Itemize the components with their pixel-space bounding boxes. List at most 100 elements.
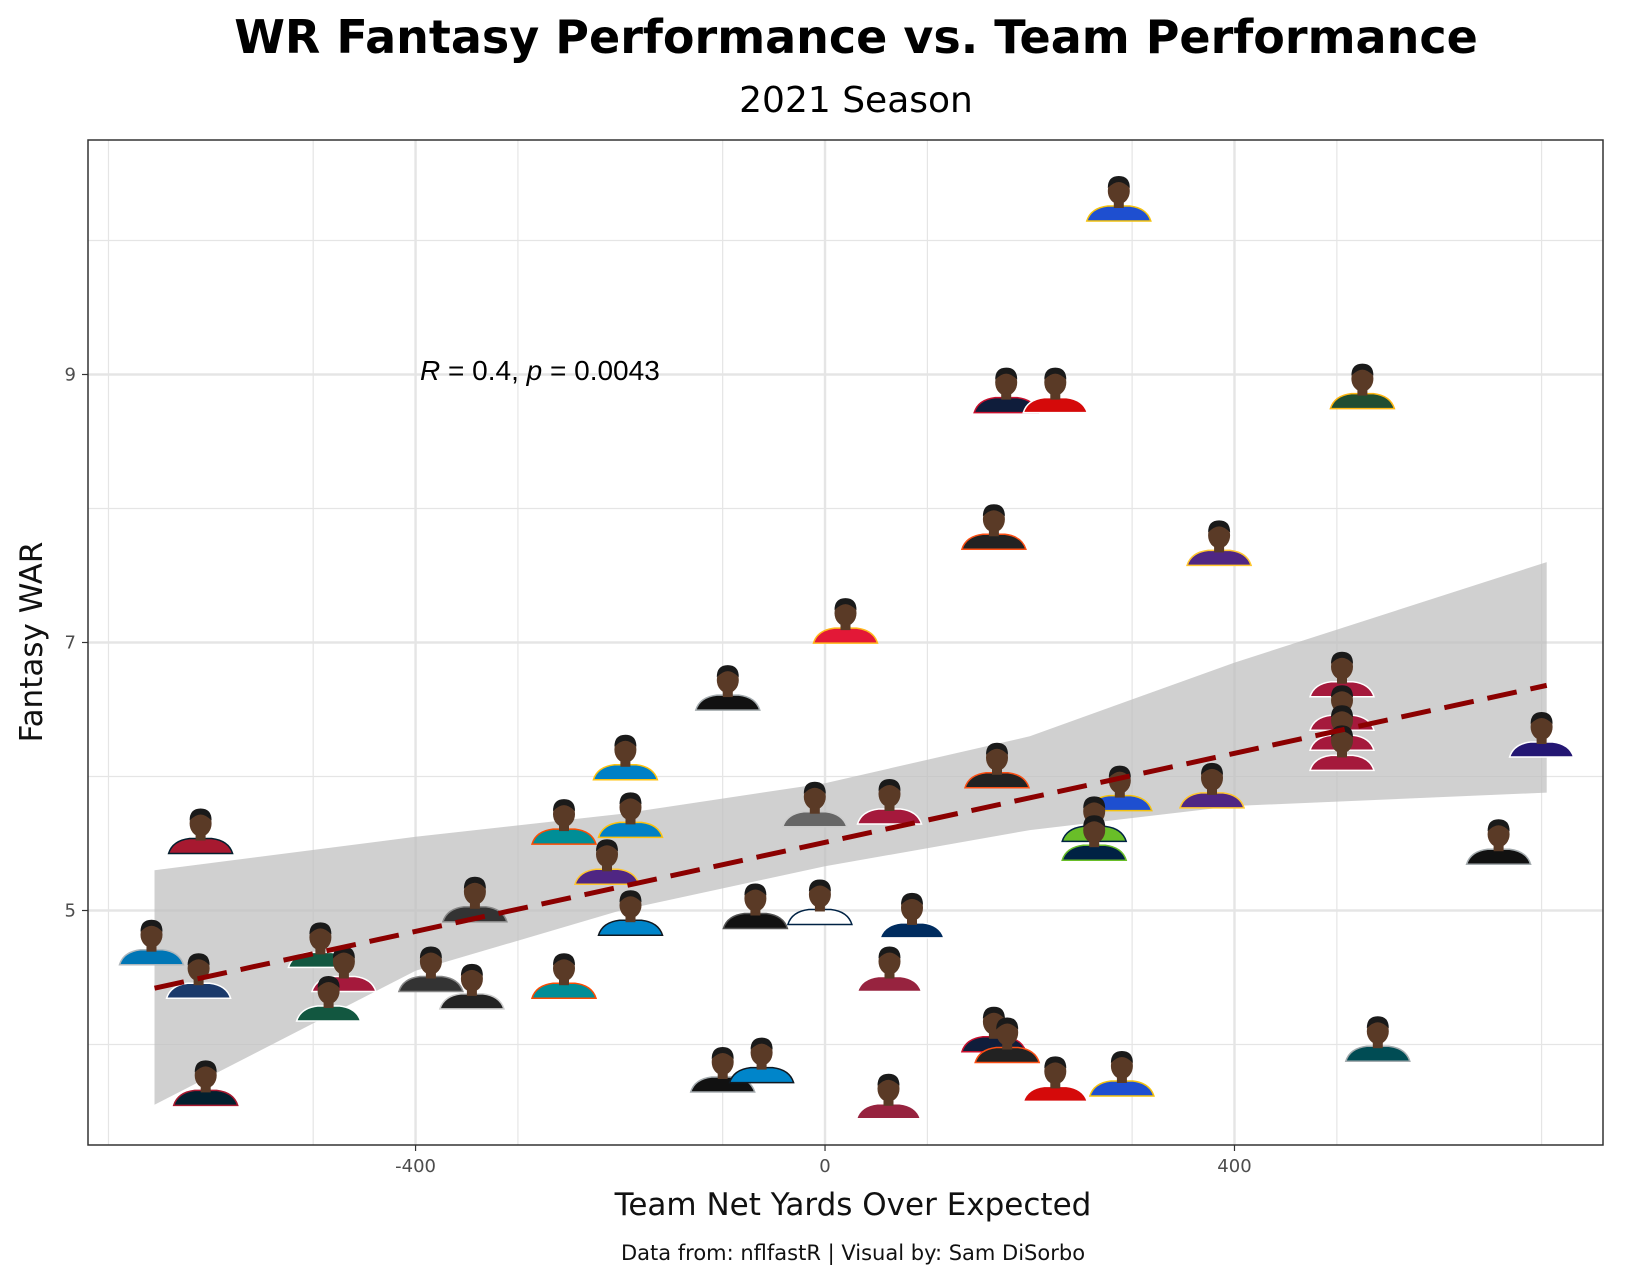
player-neck (1114, 790, 1125, 798)
player-hair (619, 792, 642, 805)
player-neck (883, 1098, 894, 1106)
player-point (1329, 363, 1396, 410)
player-point (172, 1060, 239, 1107)
player-point (295, 976, 362, 1022)
player-jersey (1465, 848, 1532, 865)
y-tick-label: 7 (65, 633, 76, 654)
player-hair (419, 946, 442, 959)
player-head (878, 781, 901, 807)
player-hair (460, 963, 483, 976)
player-point (438, 963, 505, 1010)
player-head (1530, 714, 1553, 740)
player-point (960, 504, 1027, 551)
trend-line (154, 682, 1548, 991)
player-point (856, 946, 923, 993)
player-jersey (878, 922, 946, 939)
player-hair (309, 922, 332, 935)
player-point (722, 883, 789, 930)
player-neck (625, 915, 636, 923)
x-tick-label: 0 (819, 1156, 830, 1177)
data-points (118, 176, 1575, 1120)
player-jersey (1022, 1085, 1089, 1103)
player-hair (878, 779, 901, 791)
player-hair (614, 734, 637, 747)
player-neck (620, 759, 631, 767)
player-head (711, 1049, 734, 1075)
player-neck (988, 529, 999, 537)
player-neck (1002, 1042, 1013, 1050)
player-neck (323, 1001, 334, 1008)
player-head (995, 369, 1018, 396)
player-point (728, 1037, 795, 1084)
player-point (597, 792, 664, 839)
player-point (1022, 367, 1089, 414)
player-hair (1201, 762, 1223, 775)
player-jersey (1088, 1080, 1155, 1097)
player-hair (744, 883, 767, 896)
player-hair (834, 598, 857, 611)
player-jersey (165, 982, 232, 999)
player-neck (1214, 545, 1225, 553)
player-point (530, 799, 598, 845)
player-point (597, 890, 664, 936)
player-point (592, 734, 659, 781)
player-hair (901, 892, 923, 905)
player-point (1085, 176, 1152, 222)
player-point (441, 876, 508, 923)
player-head (986, 744, 1008, 771)
player-jersey (1186, 549, 1253, 567)
player-hair (189, 808, 212, 821)
player-point (1344, 1016, 1411, 1062)
player-head (596, 841, 618, 868)
player-jersey (786, 908, 853, 926)
player-jersey (397, 975, 464, 993)
player-jersey (573, 868, 641, 886)
player-neck (559, 824, 569, 832)
p-value: = 0.0043 (542, 355, 660, 386)
player-head (1083, 817, 1106, 844)
player-hair (1110, 1051, 1133, 1063)
player-head (317, 978, 340, 1004)
player-neck (1050, 392, 1061, 400)
player-point (856, 779, 923, 825)
player-point (855, 1073, 922, 1120)
player-hair (1044, 1056, 1067, 1069)
player-head (877, 1075, 900, 1102)
player-hair (1107, 176, 1130, 188)
player-hair (194, 1060, 217, 1073)
player-head (808, 881, 831, 908)
y-tick-label: 9 (65, 365, 76, 386)
player-point (573, 839, 641, 886)
player-neck (907, 917, 917, 925)
player-jersey (1308, 754, 1376, 772)
player-neck (1207, 787, 1217, 795)
player-hair (317, 976, 340, 988)
player-point (878, 892, 946, 939)
player-jersey (855, 1103, 922, 1120)
player-hair (877, 1073, 900, 1086)
player-head (834, 600, 857, 627)
player-neck (884, 804, 895, 811)
player-jersey (963, 772, 1031, 789)
player-hair (187, 953, 210, 966)
axes: -400 0 400 5 7 9 (65, 139, 1604, 1177)
player-hair (1530, 712, 1553, 724)
player-point (694, 665, 761, 711)
player-jersey (597, 919, 664, 936)
player-point (397, 946, 464, 993)
correlation-annotation: R = 0.4, p = 0.0043 (420, 355, 660, 386)
player-jersey (722, 912, 789, 930)
player-head (419, 948, 442, 975)
player-head (901, 894, 923, 921)
player-head (803, 783, 826, 810)
player-neck (1337, 676, 1347, 684)
player-jersey (960, 533, 1027, 551)
player-hair (1083, 796, 1106, 809)
player-neck (602, 864, 612, 872)
player-hair (750, 1037, 773, 1050)
player-hair (1487, 819, 1510, 832)
player-neck (750, 908, 761, 916)
player-neck (756, 1062, 767, 1070)
player-hair (1108, 765, 1131, 778)
